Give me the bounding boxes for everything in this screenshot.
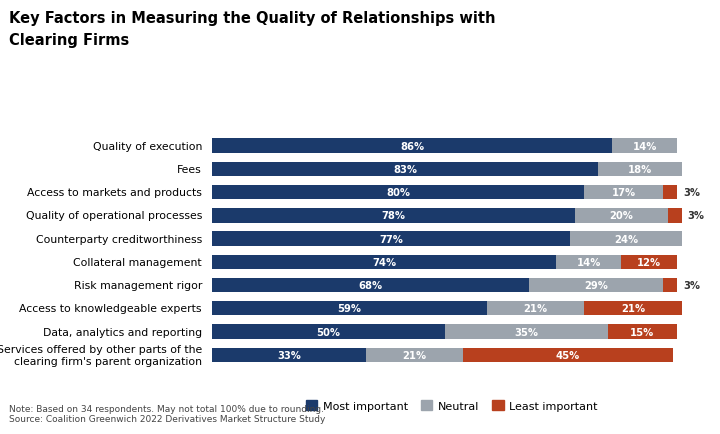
Text: 3%: 3% xyxy=(683,280,700,290)
Text: Clearing Firms: Clearing Firms xyxy=(9,33,129,47)
Bar xyxy=(621,255,678,270)
Text: 12%: 12% xyxy=(637,257,662,267)
Bar xyxy=(612,139,678,154)
Text: 33%: 33% xyxy=(277,350,301,360)
Text: 15%: 15% xyxy=(630,327,654,337)
Text: Key Factors in Measuring the Quality of Relationships with: Key Factors in Measuring the Quality of … xyxy=(9,11,495,26)
Text: 21%: 21% xyxy=(523,303,547,313)
Text: 20%: 20% xyxy=(610,211,634,221)
Bar xyxy=(212,139,612,154)
Bar xyxy=(608,325,678,339)
Bar xyxy=(212,162,598,177)
Text: 18%: 18% xyxy=(628,164,652,174)
Bar xyxy=(585,185,663,200)
Text: 14%: 14% xyxy=(577,257,601,267)
Bar xyxy=(487,301,585,316)
Bar xyxy=(668,209,682,223)
Bar xyxy=(212,209,575,223)
Bar xyxy=(445,325,608,339)
Bar xyxy=(570,232,682,246)
Bar xyxy=(575,209,668,223)
Text: 80%: 80% xyxy=(387,188,410,198)
Text: 14%: 14% xyxy=(633,141,657,151)
Text: 17%: 17% xyxy=(612,188,636,198)
Text: 77%: 77% xyxy=(379,234,403,244)
Bar xyxy=(663,278,678,293)
Text: 3%: 3% xyxy=(683,188,700,198)
Bar xyxy=(663,185,678,200)
Text: 74%: 74% xyxy=(372,257,397,267)
Bar xyxy=(212,348,366,362)
Text: 68%: 68% xyxy=(359,280,382,290)
Bar xyxy=(212,278,528,293)
Bar xyxy=(585,301,682,316)
Text: 59%: 59% xyxy=(338,303,361,313)
Bar xyxy=(557,255,621,270)
Bar xyxy=(212,255,557,270)
Bar xyxy=(464,348,672,362)
Bar xyxy=(212,301,487,316)
Text: 45%: 45% xyxy=(556,350,580,360)
Text: 83%: 83% xyxy=(393,164,418,174)
Text: 35%: 35% xyxy=(514,327,538,337)
Text: 21%: 21% xyxy=(621,303,645,313)
Bar xyxy=(598,162,682,177)
Bar xyxy=(528,278,663,293)
Bar xyxy=(212,232,570,246)
Text: 86%: 86% xyxy=(400,141,424,151)
Text: 29%: 29% xyxy=(584,280,608,290)
Text: 78%: 78% xyxy=(382,211,405,221)
Bar xyxy=(212,185,585,200)
Bar xyxy=(366,348,464,362)
Legend: Most important, Neutral, Least important: Most important, Neutral, Least important xyxy=(302,396,602,415)
Text: Note: Based on 34 respondents. May not total 100% due to rounding.
Source: Coali: Note: Based on 34 respondents. May not t… xyxy=(9,404,325,423)
Bar xyxy=(212,325,445,339)
Text: 50%: 50% xyxy=(317,327,341,337)
Text: 24%: 24% xyxy=(614,234,638,244)
Text: 21%: 21% xyxy=(402,350,427,360)
Text: 3%: 3% xyxy=(688,211,704,221)
